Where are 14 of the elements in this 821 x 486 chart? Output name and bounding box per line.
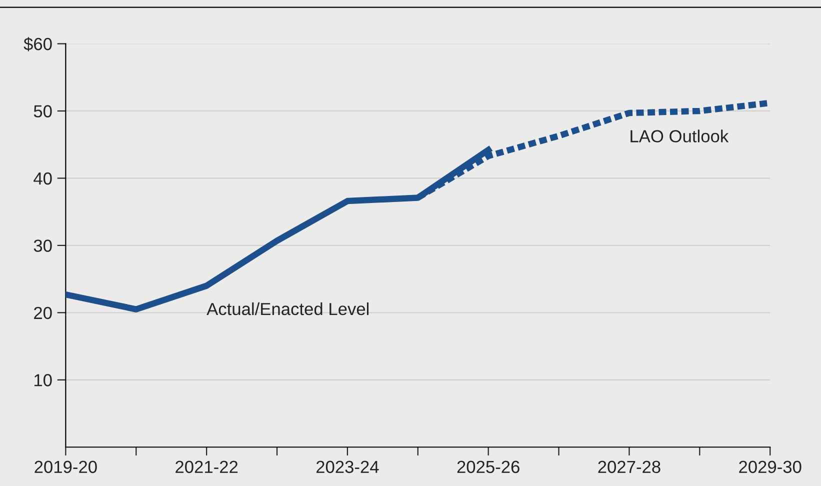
x-tick-label: 2021-22 bbox=[176, 460, 238, 474]
y-tick-label: 10 bbox=[34, 374, 52, 386]
series-label: LAO Outlook bbox=[630, 130, 729, 142]
x-tick-label: 2027-28 bbox=[598, 460, 660, 474]
x-tick-label: 2019-20 bbox=[34, 460, 97, 474]
series-label: Actual/Enacted Level bbox=[206, 302, 369, 316]
y-tick-label: 50 bbox=[34, 105, 52, 118]
y-tick-label: 40 bbox=[34, 172, 52, 185]
x-tick-label: 2023-24 bbox=[316, 460, 379, 474]
y-tick-label: 30 bbox=[34, 240, 52, 252]
x-tick-label: 2025-26 bbox=[457, 460, 520, 474]
y-tick-label: 20 bbox=[34, 306, 52, 320]
y-tick-label: $60 bbox=[24, 37, 52, 52]
x-tick-label: 2029-30 bbox=[739, 460, 802, 474]
